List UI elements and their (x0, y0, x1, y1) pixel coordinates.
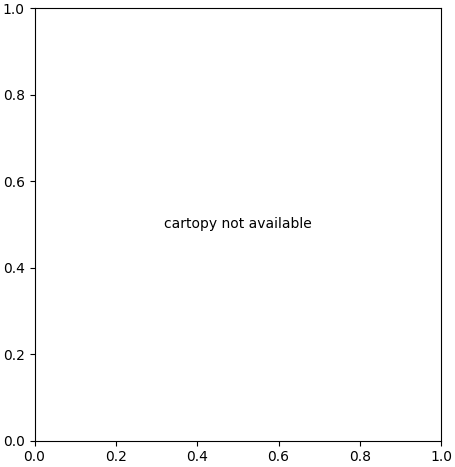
Text: cartopy not available: cartopy not available (164, 218, 312, 231)
